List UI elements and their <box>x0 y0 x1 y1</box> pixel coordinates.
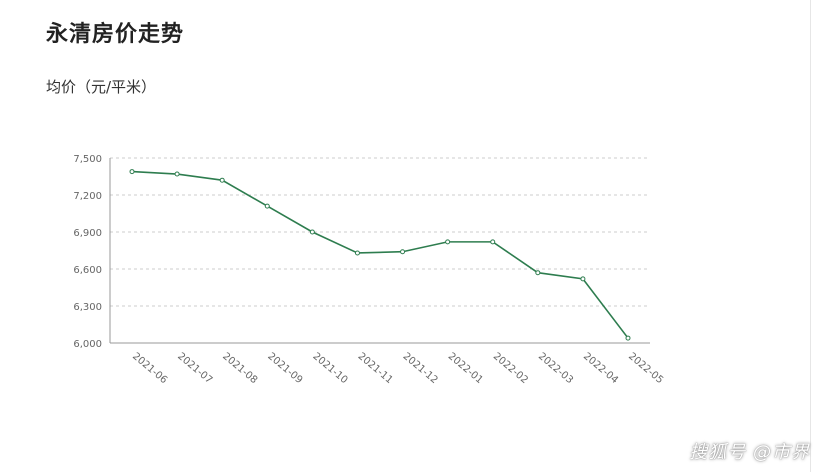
data-point <box>490 239 496 245</box>
y-tick-label: 7,500 <box>73 154 102 165</box>
x-tick-label: 2021-12 <box>401 351 440 386</box>
data-point <box>174 171 180 177</box>
x-tick-label: 2021-11 <box>356 351 395 386</box>
data-point <box>354 250 360 256</box>
data-point <box>219 177 225 183</box>
watermark: 搜狐号 @市界 <box>689 442 810 463</box>
x-tick-label: 2021-08 <box>220 351 259 386</box>
y-tick-label: 6,000 <box>73 339 102 350</box>
y-axis-unit-label: 均价（元/平米） <box>46 78 157 96</box>
data-point <box>129 169 135 175</box>
data-point <box>264 203 270 209</box>
x-tick-label: 2021-07 <box>175 351 214 386</box>
chart-title: 永清房价走势 <box>46 22 185 47</box>
data-point <box>625 335 631 341</box>
x-tick-label: 2022-01 <box>446 351 485 386</box>
x-tick-label: 2022-04 <box>581 351 620 386</box>
y-tick-label: 6,600 <box>73 265 102 276</box>
x-tick-label: 2021-09 <box>265 351 304 386</box>
data-point <box>445 239 451 245</box>
x-tick-label: 2022-05 <box>626 351 665 386</box>
y-tick-label: 6,300 <box>73 302 102 313</box>
series-line <box>131 170 629 339</box>
y-tick-label: 6,900 <box>73 228 102 239</box>
data-point <box>309 229 315 235</box>
x-tick-label: 2021-10 <box>310 351 349 386</box>
data-point <box>580 276 586 282</box>
y-tick-label: 7,200 <box>73 191 102 202</box>
x-tick-label: 2022-02 <box>491 351 530 386</box>
chart-card: 永清房价走势 均价（元/平米） 6,000 6,300 6,600 6,900 7,20… <box>46 0 811 472</box>
data-point <box>535 270 541 276</box>
x-tick-label: 2021-06 <box>130 351 169 386</box>
data-point <box>400 249 406 255</box>
x-tick-label: 2022-03 <box>536 351 575 386</box>
